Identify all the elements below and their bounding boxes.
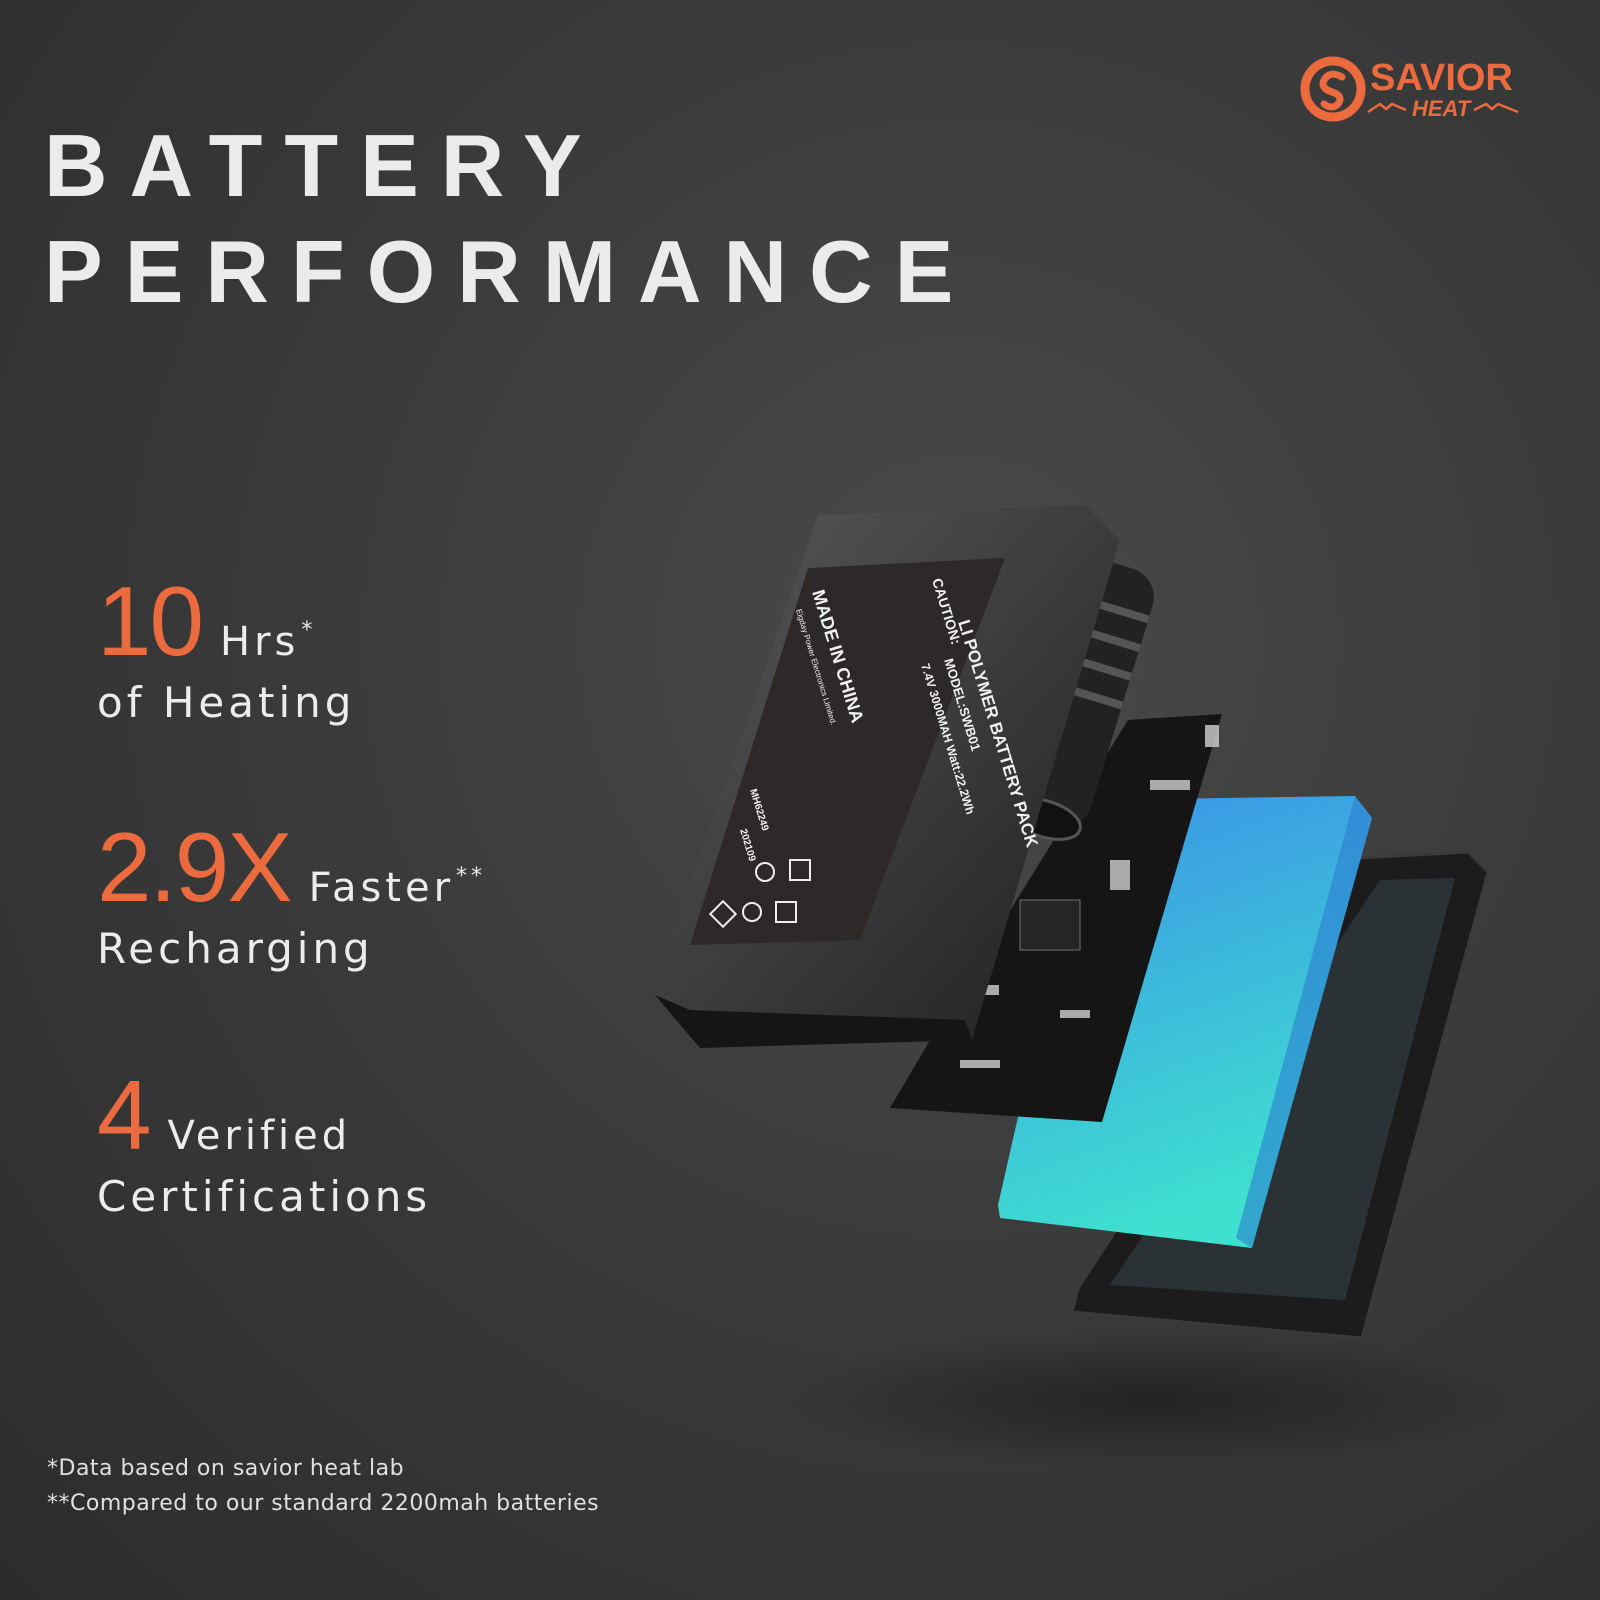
stat-value: 10 bbox=[97, 566, 204, 676]
logo-subtext: HEAT bbox=[1412, 96, 1472, 121]
pse-diamond-icon bbox=[708, 899, 738, 929]
stat-unit: Verified bbox=[167, 1113, 352, 1159]
stat-heating: 10 Hrs* of Heating bbox=[97, 572, 355, 724]
stat-unit: Faster bbox=[308, 865, 455, 911]
title-line-2: PERFORMANCE bbox=[44, 222, 976, 321]
battery-label bbox=[690, 558, 1005, 945]
logo-ring-icon bbox=[1300, 56, 1366, 122]
pse-icon bbox=[742, 902, 762, 922]
stat-label: of Heating bbox=[97, 678, 356, 727]
certification-icons bbox=[708, 859, 811, 929]
stat-unit: Hrs bbox=[220, 619, 300, 665]
weee-bin-icon bbox=[789, 859, 811, 881]
stat-mark: ** bbox=[456, 864, 487, 889]
stat-mark: * bbox=[301, 618, 317, 643]
logo-text: SAVIOR bbox=[1370, 57, 1513, 99]
stat-recharging: 2.9X Faster** Recharging bbox=[97, 818, 486, 970]
double-insulation-icon bbox=[775, 901, 797, 923]
footnote-1: *Data based on savior heat lab bbox=[47, 1456, 405, 1481]
footnote-2: **Compared to our standard 2200mah batte… bbox=[47, 1491, 600, 1516]
drop-shadow bbox=[770, 1330, 1530, 1470]
stat-certifications: 4 Verified Certifications bbox=[97, 1066, 431, 1218]
stat-label: Recharging bbox=[97, 924, 374, 973]
stat-label: Certifications bbox=[97, 1172, 432, 1221]
title-line-1: BATTERY bbox=[44, 116, 604, 215]
savior-heat-logo: SAVIOR HEAT bbox=[1300, 56, 1519, 122]
recycle-icon bbox=[755, 862, 775, 882]
stat-value: 2.9X bbox=[97, 812, 293, 922]
stat-value: 4 bbox=[97, 1060, 151, 1170]
